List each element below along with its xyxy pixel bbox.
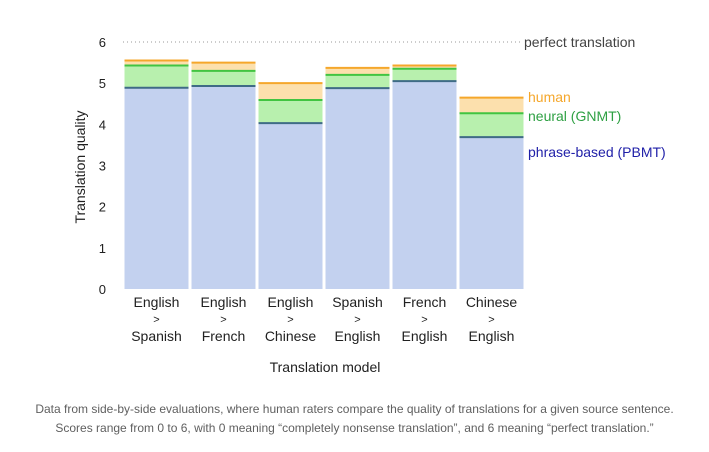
x-tick-line-2: > [354, 314, 360, 326]
x-tick-line-3: Chinese [265, 328, 317, 344]
x-tick-line-1: English [201, 294, 247, 310]
x-tick-line-2: > [153, 314, 159, 326]
x-tick-line-2: > [488, 314, 494, 326]
perfect-translation-label: perfect translation [524, 34, 635, 50]
x-tick-line-1: Spanish [332, 294, 383, 310]
x-tick-label-5: French > English [402, 294, 448, 344]
x-tick-label-2: English > French [201, 294, 247, 344]
caption-line-1: Data from side-by-side evaluations, wher… [35, 402, 674, 416]
x-axis-ticks: English>SpanishEnglish>FrenchEnglish>Chi… [131, 294, 517, 344]
y-tick-label-5: 5 [99, 76, 106, 91]
y-axis-ticks: 0 1 2 3 4 5 6 [99, 35, 106, 297]
x-tick-line-3: Spanish [131, 328, 182, 344]
chart-caption: Data from side-by-side evaluations, wher… [0, 400, 709, 438]
y-tick-label-6: 6 [99, 35, 106, 50]
x-tick-line-1: French [403, 294, 447, 310]
y-tick-label-0: 0 [99, 282, 106, 297]
bar-phrase-based-2 [191, 86, 256, 289]
x-tick-line-1: Chinese [466, 294, 518, 310]
bars-group [124, 59, 524, 290]
legend-phrase-based: phrase-based (PBMT) [528, 144, 666, 160]
x-tick-line-2: > [220, 314, 226, 326]
x-tick-line-3: English [335, 328, 381, 344]
bar-phrase-based-1 [124, 87, 189, 289]
bar-phrase-based-5 [392, 81, 457, 289]
x-axis-label: Translation model [270, 359, 381, 375]
bar-phrase-based-6 [459, 137, 524, 289]
legend-neural: neural (GNMT) [528, 108, 621, 124]
caption-line-2: Scores range from 0 to 6, with 0 meaning… [55, 421, 654, 435]
x-tick-line-3: French [202, 328, 246, 344]
x-tick-label-1: English > Spanish [131, 294, 182, 344]
y-tick-label-1: 1 [99, 241, 106, 256]
x-tick-line-3: English [402, 328, 448, 344]
x-tick-line-2: > [421, 314, 427, 326]
y-tick-label-3: 3 [99, 159, 106, 174]
y-tick-label-4: 4 [99, 117, 106, 132]
bar-phrase-based-4 [325, 88, 390, 290]
x-tick-label-4: Spanish > English [332, 294, 383, 344]
y-tick-label-2: 2 [99, 200, 106, 215]
x-tick-line-1: English [134, 294, 180, 310]
x-tick-line-1: English [268, 294, 314, 310]
x-tick-line-2: > [287, 314, 293, 326]
y-axis-label: Translation quality [72, 110, 88, 223]
x-tick-label-3: English > Chinese [265, 294, 317, 344]
legend: phrase-based (PBMT) neural (GNMT) human [528, 89, 666, 160]
x-tick-line-3: English [469, 328, 515, 344]
x-tick-label-6: Chinese > English [466, 294, 518, 344]
legend-human: human [528, 89, 571, 105]
bar-phrase-based-3 [258, 123, 323, 290]
